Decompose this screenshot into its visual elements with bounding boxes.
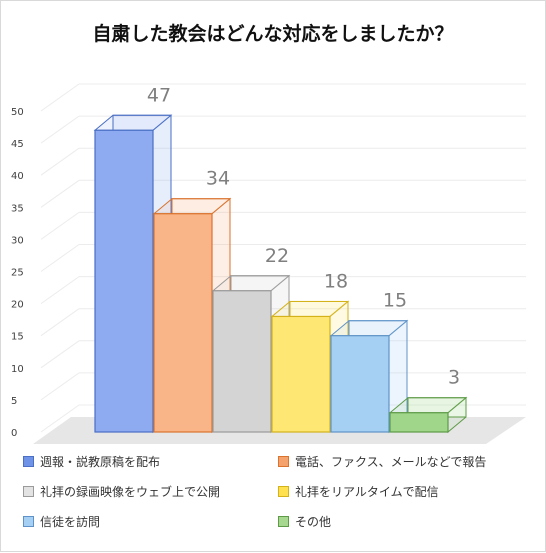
grid-diagonal <box>40 372 80 401</box>
bar <box>330 335 390 433</box>
y-tick-label: 0 <box>11 428 17 439</box>
data-label: 3 <box>448 367 460 389</box>
grid-diagonal <box>40 244 80 272</box>
legend-item: 週報・説教原稿を配布 <box>23 453 160 470</box>
data-label: 47 <box>147 84 171 106</box>
bar <box>94 129 154 433</box>
bar <box>212 290 272 433</box>
bar <box>271 315 331 433</box>
y-tick-label: 15 <box>11 332 24 343</box>
y-tick-label: 35 <box>11 203 24 214</box>
data-label: 18 <box>324 270 348 292</box>
legend-item: 信徒を訪問 <box>23 513 100 530</box>
y-tick-label: 30 <box>11 235 24 246</box>
legend-swatch <box>23 516 34 527</box>
chart-legend: 週報・説教原稿を配布 電話、ファクス、メールなどで報告礼拝の録画映像をウェブ上で公… <box>23 453 533 543</box>
y-tick-label: 20 <box>11 300 24 311</box>
legend-label: 礼拝をリアルタイムで配信 <box>295 485 439 499</box>
y-tick-label: 45 <box>11 139 24 150</box>
grid-diagonal <box>40 179 80 208</box>
legend-item: 礼拝の録画映像をウェブ上で公開 <box>23 483 220 500</box>
grid-diagonal <box>40 83 80 112</box>
bar <box>389 412 449 433</box>
legend-swatch <box>23 486 34 497</box>
chart-title: 自粛した教会はどんな対応をしましたか？ <box>92 23 454 45</box>
y-tick-label: 40 <box>11 171 24 182</box>
grid-diagonal <box>40 276 80 305</box>
y-tick-label: 50 <box>11 107 24 118</box>
legend-swatch <box>278 516 289 527</box>
grid-diagonal <box>40 211 80 240</box>
legend-swatch <box>23 456 34 467</box>
grid-diagonal <box>40 308 80 337</box>
legend-label: 週報・説教原稿を配布 <box>40 455 161 469</box>
legend-swatch <box>278 456 289 467</box>
data-label: 15 <box>383 290 407 312</box>
legend-label: 電話、ファクス、メールなどで報告 <box>295 455 487 469</box>
legend-item: その他 <box>278 513 331 530</box>
legend-item: 礼拝をリアルタイムで配信 <box>278 483 439 500</box>
y-tick-label: 25 <box>11 268 24 279</box>
legend-item: 電話、ファクス、メールなどで報告 <box>278 453 486 470</box>
legend-label: その他 <box>295 515 332 529</box>
legend-label: 礼拝の録画映像をウェブ上で公開 <box>40 485 221 499</box>
legend-label: 信徒を訪問 <box>40 515 101 529</box>
grid-diagonal <box>40 147 80 176</box>
legend-swatch <box>278 486 289 497</box>
grid-diagonal <box>40 115 80 144</box>
data-label: 22 <box>265 245 289 267</box>
grid-diagonal <box>40 340 80 369</box>
data-label: 34 <box>206 168 230 190</box>
grid-diagonal <box>40 404 80 433</box>
y-tick-label: 10 <box>11 364 24 375</box>
bar <box>153 213 213 433</box>
y-tick-label: 5 <box>11 396 17 407</box>
